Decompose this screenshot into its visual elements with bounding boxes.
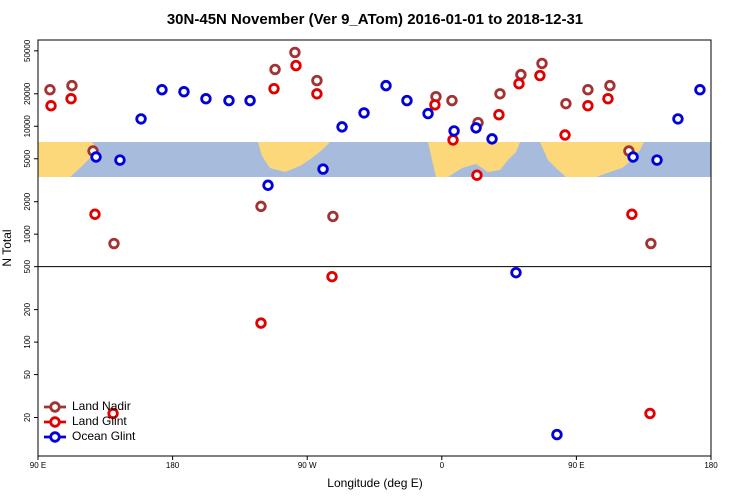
data-point [627,151,639,163]
data-point [582,100,594,112]
data-point [200,93,212,105]
data-point [446,94,458,107]
y-tick-label: 50000 [23,39,32,62]
data-point [493,108,505,121]
legend-label: Ocean Glint [72,429,136,443]
legend-marker [49,416,61,428]
data-point [223,94,235,107]
x-tick-label: 90 E [30,461,46,470]
x-tick-label: 90 E [568,461,584,470]
data-point [559,129,571,141]
data-point [66,79,78,92]
data-point [644,407,656,420]
y-tick-label: 500 [23,259,32,273]
data-point [626,208,638,220]
data-point [89,208,101,220]
data-point [358,107,370,119]
data-point [255,200,267,213]
y-tick-label: 100 [23,335,32,349]
legend-marker [49,431,61,443]
data-point [108,237,120,250]
data-point [156,84,168,96]
y-tick-label: 50 [23,370,32,379]
data-point [447,134,459,146]
data-point [560,97,572,110]
data-point [178,86,190,98]
data-point [494,88,506,100]
data-point [448,125,460,137]
y-axis-label: N Total [0,229,14,266]
data-point [336,121,348,133]
data-point [551,428,563,441]
data-point [327,210,339,223]
data-point [311,74,323,87]
data-point [422,107,434,120]
data-point [515,68,527,81]
data-point [602,93,614,105]
legend-label: Land Glint [72,414,127,428]
data-point [471,169,483,181]
data-point [44,84,56,96]
data-point [510,266,522,279]
y-tick-label: 20 [23,413,32,422]
data-point [651,154,663,166]
data-point [268,82,280,95]
data-point [114,154,126,166]
data-point [107,407,119,420]
x-tick-label: 0 [440,461,445,470]
data-point [290,59,302,72]
y-tick-label: 200 [23,302,32,316]
world-map-band [38,142,711,177]
y-tick-label: 5000 [23,149,32,167]
x-tick-label: 180 [166,461,180,470]
x-tick-label: 90 W [298,461,317,470]
data-point [269,63,281,76]
y-tick-label: 10000 [23,115,32,138]
data-point [262,179,274,191]
data-point [429,99,441,111]
data-point [536,57,548,70]
data-point [45,100,57,112]
legend-marker [49,401,61,413]
data-point [486,133,498,145]
data-point [645,237,657,250]
chart-title: 30N-45N November (Ver 9_ATom) 2016-01-01… [167,11,583,28]
data-point [311,88,323,100]
data-point [326,270,338,283]
data-point [135,113,147,125]
data-point [244,94,256,107]
data-point [380,79,392,92]
data-point [582,84,594,96]
data-point [317,163,329,175]
data-point [470,122,482,134]
data-point [289,46,301,59]
data-point [401,94,413,107]
data-point [694,84,706,96]
legend-label: Land Nadir [72,399,131,413]
y-tick-label: 2000 [23,192,32,210]
plot-frame [37,39,712,457]
x-tick-label: 180 [704,461,718,470]
y-tick-label: 20000 [23,82,32,105]
data-point [255,317,267,329]
data-point [534,69,546,82]
x-axis-label: Longitude (deg E) [327,476,422,490]
data-point [90,151,102,163]
data-point [513,77,525,90]
data-point [604,79,616,92]
data-point [65,93,77,105]
y-tick-label: 1000 [23,225,32,243]
data-point [672,113,684,125]
